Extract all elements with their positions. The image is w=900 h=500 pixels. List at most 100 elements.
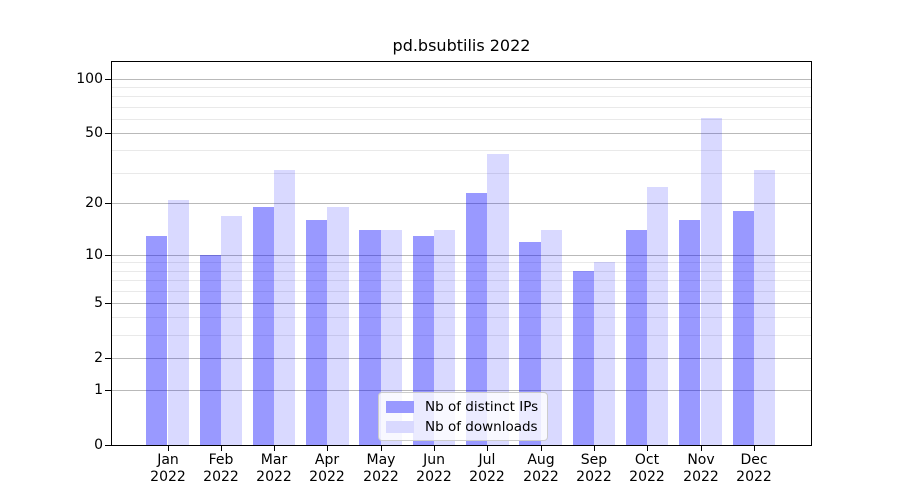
bar-nb-of-downloads-nov: [700, 117, 722, 445]
bar-nb-of-downloads-sep: [593, 262, 616, 445]
bar-nb-of-distinct-ips-jul: [466, 192, 488, 445]
bar-nb-of-downloads-apr: [327, 207, 349, 445]
bar-nb-of-distinct-ips-may: [359, 230, 381, 445]
legend-swatch-distinct-ips: [386, 400, 414, 413]
gridline-minor-9: [112, 262, 811, 264]
gridline-major-50: [112, 133, 811, 134]
x-tick-label-year: 2022: [576, 469, 612, 485]
x-tick-label-month: May: [366, 452, 396, 468]
gridline-major-100: [112, 78, 811, 80]
legend-item-distinct-ips: Nb of distinct IPs: [386, 398, 538, 415]
x-tick-label-year: 2022: [150, 469, 186, 485]
x-tick-label-month: Jan: [157, 452, 179, 468]
y-tick-label-0: 0: [94, 437, 103, 453]
x-tick-label-month: Jun: [423, 452, 445, 468]
x-tick-label-year: 2022: [523, 469, 559, 485]
chart-title: pd.bsubtilis 2022: [392, 36, 531, 55]
bar-nb-of-distinct-ips-oct: [625, 230, 648, 445]
x-tick-label-apr: Apr 2022: [285, 452, 369, 486]
x-tick-label-aug: Aug 2022: [499, 452, 583, 486]
x-tick-label-feb: Feb 2022: [179, 452, 263, 486]
y-tick-1: [105, 390, 111, 391]
y-tick-label-5: 5: [94, 295, 103, 311]
bar-nb-of-distinct-ips-mar: [252, 207, 275, 445]
gridline-minor-30: [112, 172, 811, 174]
x-tick-label-jun: Jun 2022: [392, 452, 476, 486]
bar-nb-of-downloads-dec: [753, 170, 776, 445]
y-tick-label-100: 100: [76, 71, 103, 87]
bar-nb-of-distinct-ips-sep: [572, 270, 594, 445]
x-tick-label-year: 2022: [203, 469, 239, 485]
x-tick-label-month: Mar: [260, 452, 288, 468]
x-tick-label-year: 2022: [683, 469, 719, 485]
gridline-major-2: [112, 357, 811, 359]
x-tick-dec: [754, 445, 755, 451]
x-tick-label-nov: Nov 2022: [659, 452, 743, 486]
gridline-major-10: [112, 254, 811, 256]
gridline-major-5: [112, 302, 811, 304]
x-tick-label-year: 2022: [469, 469, 505, 485]
y-tick-label-20: 20: [85, 195, 103, 211]
gridline-minor-40: [112, 150, 811, 152]
x-tick-label-month: Apr: [314, 452, 340, 468]
x-tick-label-year: 2022: [309, 469, 345, 485]
bar-nb-of-downloads-oct: [647, 186, 669, 445]
plot-area: Nb of distinct IPs Nb of downloads: [111, 61, 812, 446]
x-tick-label-month: Aug: [527, 452, 555, 468]
legend-label-downloads: Nb of downloads: [425, 418, 538, 435]
bar-nb-of-distinct-ips-feb: [199, 254, 221, 445]
x-tick-sep: [594, 445, 595, 451]
bar-nb-of-distinct-ips-dec: [732, 211, 754, 445]
x-tick-label-sep: Sep 2022: [552, 452, 636, 486]
x-tick-jan: [168, 445, 169, 451]
x-tick-label-jul: Jul 2022: [445, 452, 529, 486]
x-tick-apr: [327, 445, 328, 451]
x-tick-label-month: Feb: [208, 452, 234, 468]
y-tick-50: [105, 133, 111, 134]
x-tick-label-month: Jul: [478, 452, 496, 468]
y-tick-2: [105, 358, 111, 359]
x-tick-label-month: Oct: [634, 452, 660, 468]
y-tick-label-10: 10: [85, 247, 103, 263]
gridline-major-20: [112, 203, 811, 205]
gridline-minor-8: [112, 270, 811, 272]
x-tick-jun: [434, 445, 435, 451]
x-tick-oct: [647, 445, 648, 451]
x-tick-jul: [487, 445, 488, 451]
x-tick-label-month: Dec: [740, 452, 768, 468]
gridline-minor-80: [112, 96, 811, 98]
x-tick-label-year: 2022: [736, 469, 772, 485]
x-tick-label-mar: Mar 2022: [232, 452, 316, 486]
grid-layer: [112, 62, 811, 445]
gridline-minor-6: [112, 290, 811, 292]
gridline-minor-4: [112, 317, 811, 319]
x-tick-may: [381, 445, 382, 451]
gridline-minor-70: [112, 106, 811, 108]
x-tick-label-jan: Jan 2022: [126, 452, 210, 486]
bar-nb-of-downloads-jan: [167, 199, 189, 445]
gridline-minor-7: [112, 280, 811, 281]
x-tick-label-month: Nov: [687, 452, 715, 468]
x-tick-nov: [701, 445, 702, 451]
legend-item-downloads: Nb of downloads: [386, 418, 538, 435]
y-tick-label-50: 50: [85, 125, 103, 141]
legend: Nb of distinct IPs Nb of downloads: [378, 392, 549, 441]
bar-nb-of-downloads-jul: [487, 154, 509, 445]
bar-nb-of-downloads-aug: [540, 230, 562, 445]
gridline-minor-60: [112, 118, 811, 120]
x-tick-label-dec: Dec 2022: [712, 452, 796, 486]
y-tick-label-1: 1: [94, 382, 103, 398]
y-tick-10: [105, 255, 111, 256]
bars-layer: [112, 62, 811, 445]
gridline-major-1: [112, 390, 811, 391]
bar-nb-of-distinct-ips-nov: [679, 220, 701, 445]
legend-label-distinct-ips: Nb of distinct IPs: [425, 398, 539, 415]
x-tick-label-year: 2022: [256, 469, 292, 485]
x-tick-label-year: 2022: [629, 469, 665, 485]
bar-nb-of-downloads-may: [380, 230, 402, 445]
x-tick-aug: [541, 445, 542, 451]
y-tick-0: [105, 445, 111, 446]
bar-nb-of-downloads-feb: [220, 215, 243, 445]
y-tick-20: [105, 203, 111, 204]
